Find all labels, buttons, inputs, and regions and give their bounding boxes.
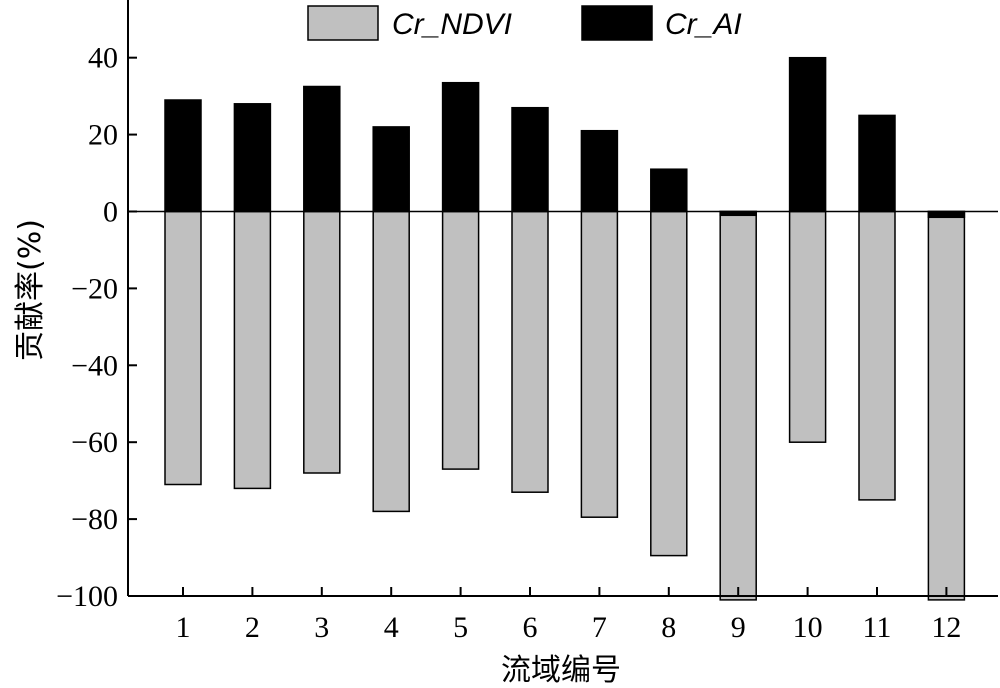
bar-cr-ndvi-5 xyxy=(441,210,480,470)
x-tick-label: 3 xyxy=(314,611,329,644)
x-tick-label: 1 xyxy=(176,611,191,644)
y-tick-label: −20 xyxy=(71,272,118,305)
bar-cr-ndvi-9 xyxy=(719,210,757,601)
bar-cr-ai-5 xyxy=(441,81,480,213)
x-tick-label: 7 xyxy=(592,611,607,644)
x-ticks: 1 2 3 4 5 6 7 8 9 10 11 12 xyxy=(176,587,961,644)
y-ticks: 40 20 0 −20 −40 −60 −80 −100 xyxy=(56,42,137,613)
bar-cr-ai-11 xyxy=(858,114,896,213)
bar-cr-ai-3 xyxy=(303,85,341,213)
y-tick-label: −40 xyxy=(71,349,118,382)
legend-label-cr-ai: Cr_AI xyxy=(665,8,742,41)
x-tick-label: 2 xyxy=(245,611,260,644)
legend: Cr_NDVI Cr_AI xyxy=(307,5,742,41)
bar-cr-ai-7 xyxy=(580,129,619,213)
y-tick-label: 40 xyxy=(88,42,118,75)
y-tick-label: −80 xyxy=(71,503,118,536)
x-tick-label: 12 xyxy=(931,611,961,644)
y-tick-label: −100 xyxy=(56,580,118,613)
x-tick-label: 5 xyxy=(453,611,468,644)
bar-cr-ndvi-1 xyxy=(164,210,202,486)
legend-swatch-cr-ai xyxy=(581,5,653,41)
bar-cr-ai-6 xyxy=(511,106,549,213)
x-tick-label: 9 xyxy=(731,611,746,644)
x-axis-title: 流域编号 xyxy=(501,653,621,688)
x-tick-label: 6 xyxy=(523,611,538,644)
bar-cr-ai-10 xyxy=(788,56,827,213)
bar-cr-ndvi-6 xyxy=(511,210,549,493)
bar-cr-ndvi-8 xyxy=(650,210,688,557)
bar-cr-ndvi-12 xyxy=(927,210,966,601)
bar-cr-ndvi-3 xyxy=(303,210,341,474)
x-tick-label: 10 xyxy=(793,611,823,644)
bars xyxy=(164,56,966,601)
bar-cr-ai-12 xyxy=(927,210,966,219)
x-tick-label: 4 xyxy=(384,611,399,644)
bar-cr-ndvi-2 xyxy=(233,210,272,490)
bar-cr-ai-4 xyxy=(372,126,410,213)
bar-cr-ndvi-11 xyxy=(858,210,896,501)
bar-cr-ai-2 xyxy=(233,103,272,213)
y-tick-label: 0 xyxy=(103,195,118,228)
y-axis-title: 贡献率(%) xyxy=(13,219,48,361)
bar-cr-ai-1 xyxy=(164,99,202,213)
bar-cr-ai-8 xyxy=(650,168,688,213)
legend-label-cr-ndvi: Cr_NDVI xyxy=(392,8,512,41)
legend-swatch-cr-ndvi xyxy=(307,5,379,41)
bar-cr-ndvi-7 xyxy=(580,210,619,518)
bar-cr-ndvi-10 xyxy=(788,210,827,443)
bar-cr-ndvi-4 xyxy=(372,210,410,513)
y-tick-label: 20 xyxy=(88,119,118,152)
y-tick-label: −60 xyxy=(71,426,118,459)
x-tick-label: 11 xyxy=(863,611,892,644)
x-tick-label: 8 xyxy=(661,611,676,644)
